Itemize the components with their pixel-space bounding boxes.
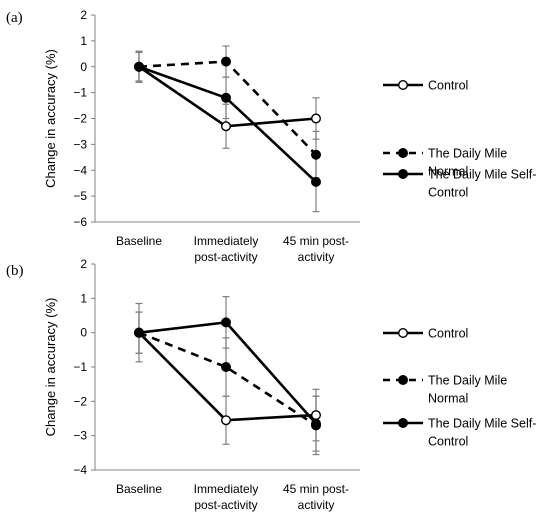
y-axis-label: Change in accuracy (%) [43, 298, 58, 437]
y-tick-label: 0 [80, 60, 87, 74]
legend-marker-2 [398, 147, 409, 158]
legend-label: The Daily Mile Normal [428, 147, 507, 179]
panel-label: (a) [6, 10, 23, 26]
legend-marker-2 [398, 375, 409, 386]
x-category-label: Baseline [116, 482, 162, 496]
data-point-series-1 [220, 121, 231, 132]
legend-label: The Daily Mile Self-Control [428, 168, 536, 200]
data-point-series-3 [220, 317, 231, 328]
data-point-series-3 [220, 92, 231, 103]
data-point-series-3 [133, 327, 144, 338]
y-tick-label: −2 [73, 394, 87, 408]
data-point-series-3 [311, 176, 322, 187]
y-tick-label: −4 [73, 463, 87, 477]
legend-label: Control [428, 79, 468, 93]
legend-label: The Daily Mile Self-Control [428, 417, 536, 449]
y-tick-label: −6 [73, 215, 87, 229]
y-tick-label: −5 [73, 189, 87, 203]
y-tick-label: 2 [80, 8, 87, 22]
legend-marker-3 [398, 418, 409, 429]
data-point-series-1 [311, 410, 322, 421]
y-tick-label: −1 [73, 86, 87, 100]
legend-marker-1 [398, 79, 409, 90]
x-category-label: 45 min post-activity [283, 482, 349, 512]
y-tick-label: −3 [73, 137, 87, 151]
data-point-series-3 [311, 418, 322, 429]
series-line-2 [138, 331, 317, 427]
data-point-series-1 [311, 113, 322, 124]
x-category-label: 45 min post-activity [283, 234, 349, 264]
y-tick-label: −1 [73, 360, 87, 374]
x-category-label: Immediately post-activity [194, 482, 259, 512]
y-tick-label: 0 [80, 326, 87, 340]
y-tick-label: −3 [73, 429, 87, 443]
y-axis-label: Change in accuracy (%) [43, 49, 58, 188]
legend-label: The Daily Mile Normal [428, 374, 507, 406]
data-point-series-2 [311, 149, 322, 160]
y-tick-label: 1 [80, 291, 87, 305]
legend-label: Control [428, 327, 468, 341]
data-point-series-2 [220, 362, 231, 373]
x-category-label: Immediately post-activity [194, 234, 259, 264]
data-point-series-1 [220, 415, 231, 426]
y-tick-label: 2 [80, 257, 87, 271]
data-point-series-3 [133, 61, 144, 72]
y-tick-label: 1 [80, 34, 87, 48]
data-point-series-2 [220, 56, 231, 67]
x-category-label: Baseline [116, 234, 162, 248]
legend-marker-3 [398, 168, 409, 179]
y-tick-label: −2 [73, 112, 87, 126]
y-tick-label: −4 [73, 163, 87, 177]
chart-panel-a: (a) 2 1 0 −1 −2 −3 −4 −5 −6 Change in accuracy (%)… [6, 8, 536, 264]
chart-panel-b: (b) 2 1 0 −1 −2 −3 −4 Change in accuracy (%) Base… [6, 257, 536, 512]
panel-label: (b) [6, 263, 24, 279]
legend: Control The Daily Mile Normal The Daily Mil… [383, 327, 536, 449]
legend-marker-1 [398, 328, 409, 339]
